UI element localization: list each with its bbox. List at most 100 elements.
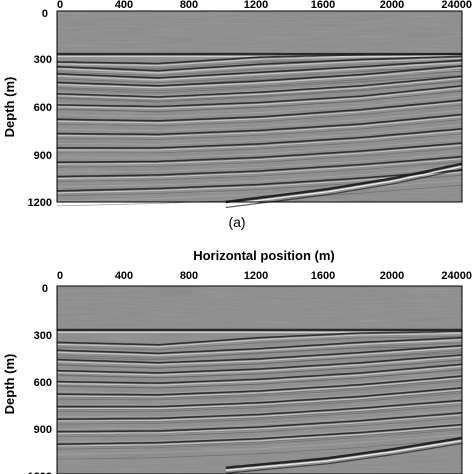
reflector-fine-layer <box>56 350 463 369</box>
panel-b-x-tick-label: 0 <box>57 270 63 282</box>
reflector-side-lobe <box>56 87 463 110</box>
reflector-fine-layer <box>57 119 463 140</box>
reflector-fine-layer <box>56 161 463 182</box>
panel-a-y-tick-label: 1200 <box>28 197 52 209</box>
panel-b-x-tick-label: 24000 <box>441 270 472 282</box>
panel-b-reflectors <box>56 328 463 474</box>
reflector-fine-layer <box>56 359 463 379</box>
panel-a-x-tick-label: 24000 <box>441 0 472 11</box>
reflector-fine-layer <box>56 74 463 94</box>
reflector-side-lobe <box>56 401 463 422</box>
reflector-fine-layer <box>56 378 463 399</box>
panel-b-y-tick-label: 1200 <box>28 471 52 474</box>
panel-b-y-tick-label: 300 <box>34 330 52 342</box>
reflector-fine-layer <box>56 104 463 127</box>
panel-a-x-tick-label: 400 <box>115 0 133 11</box>
reflector <box>56 423 463 445</box>
panel-a-y-tick-label: 0 <box>42 8 48 20</box>
reflector-fine-layer <box>56 417 463 438</box>
reflector-fine-layer <box>56 336 463 351</box>
panel-a-x-tick-label: 1600 <box>311 0 335 11</box>
reflector <box>57 387 463 408</box>
reflector-side-lobe <box>57 144 463 165</box>
reflector-side-lobe <box>56 339 463 356</box>
reflector-side-lobe <box>56 332 463 348</box>
panel-b-x-tick-label: 800 <box>180 270 198 282</box>
reflector-fine-layer <box>56 380 463 401</box>
reflector-fine-layer <box>56 427 463 448</box>
reflector-fine-layer <box>56 410 463 430</box>
reflector <box>56 375 463 396</box>
panel-b: Horizontal position (m) 0 400 800 1200 1… <box>2 248 472 474</box>
reflector <box>56 65 463 87</box>
reflector-fine-layer <box>57 133 463 154</box>
panel-a: 0 400 800 1200 1600 2000 24000 0 300 600… <box>2 0 472 230</box>
panel-a-caption: (a) <box>228 214 245 230</box>
panel-a-y-tick-label: 300 <box>34 54 52 66</box>
panel-b-x-tick-label: 1600 <box>311 270 335 282</box>
reflector-fine-layer <box>56 346 463 361</box>
reflector <box>56 399 463 420</box>
reflector-side-lobe <box>56 55 462 67</box>
reflector-fine-layer <box>56 390 463 411</box>
panel-b-x-tick-label: 1200 <box>244 270 268 282</box>
panel-b-x-tick-label: 2000 <box>380 270 404 282</box>
reflector-fine-layer <box>57 402 463 422</box>
reflector <box>57 128 463 149</box>
reflector-fine-layer <box>56 166 463 187</box>
reflector-side-lobe <box>56 377 463 398</box>
reflector-fine-layer <box>56 61 463 77</box>
reflector-fine-layer <box>56 80 463 102</box>
reflector-fine-layer <box>56 385 463 406</box>
reflector-fine-layer <box>56 58 462 69</box>
basement-reflector-side-lobe <box>225 442 463 474</box>
reflector-fine-layer <box>56 439 463 460</box>
panel-a-x-tick-label: 1200 <box>244 0 268 11</box>
reflector <box>56 55 463 72</box>
panel-a-reflectors <box>56 52 463 209</box>
reflector-side-lobe <box>56 77 463 100</box>
reflector-side-lobe <box>56 356 463 376</box>
reflector-fine-layer <box>56 75 463 97</box>
panel-b-x-tick-label: 400 <box>115 270 133 282</box>
panel-a-y-tick-label: 900 <box>34 150 52 162</box>
reflector <box>56 59 463 79</box>
panel-b-y-tick-label: 600 <box>34 377 52 389</box>
reflector-fine-layer <box>56 429 463 450</box>
reflector-side-lobe <box>56 67 463 89</box>
reflector-fine-layer <box>57 138 463 159</box>
reflector-fine-layer <box>56 434 463 455</box>
reflector-fine-layer <box>56 422 463 443</box>
reflector <box>56 336 463 355</box>
reflector-side-lobe <box>56 101 463 124</box>
reflector-fine-layer <box>56 405 463 425</box>
panel-b-y-tick-label: 0 <box>42 283 48 295</box>
reflector-side-lobe <box>57 115 463 137</box>
reflector-fine-layer <box>56 80 463 103</box>
reflector-fine-layer <box>56 109 463 132</box>
basement-reflector-side-lobe <box>225 165 463 206</box>
reflector-fine-layer <box>57 124 463 145</box>
reflector-fine-layer <box>56 64 463 84</box>
panel-b-y-tick-label: 900 <box>34 424 52 436</box>
reflector-fine-layer <box>56 90 463 112</box>
reflector-side-lobe <box>56 426 463 447</box>
reflector-fine-layer <box>57 152 463 173</box>
panel-b-y-axis-title: Depth (m) <box>2 354 17 415</box>
reflector-side-lobe <box>56 158 463 180</box>
reflector-fine-layer <box>57 397 463 417</box>
reflector <box>56 85 463 108</box>
reflector-side-lobe <box>56 61 463 81</box>
reflector <box>57 113 463 136</box>
reflector-side-lobe <box>56 346 463 366</box>
reflector <box>56 330 463 346</box>
panel-b-frame <box>56 285 463 474</box>
basement-reflector <box>225 436 463 469</box>
reflector-side-lobe <box>57 389 463 410</box>
reflector-side-lobe <box>56 57 463 74</box>
reflector-fine-layer <box>56 70 463 92</box>
reflector-fine-layer <box>56 95 463 117</box>
reflector <box>57 142 463 163</box>
panel-a-x-tick-label: 0 <box>57 0 63 11</box>
